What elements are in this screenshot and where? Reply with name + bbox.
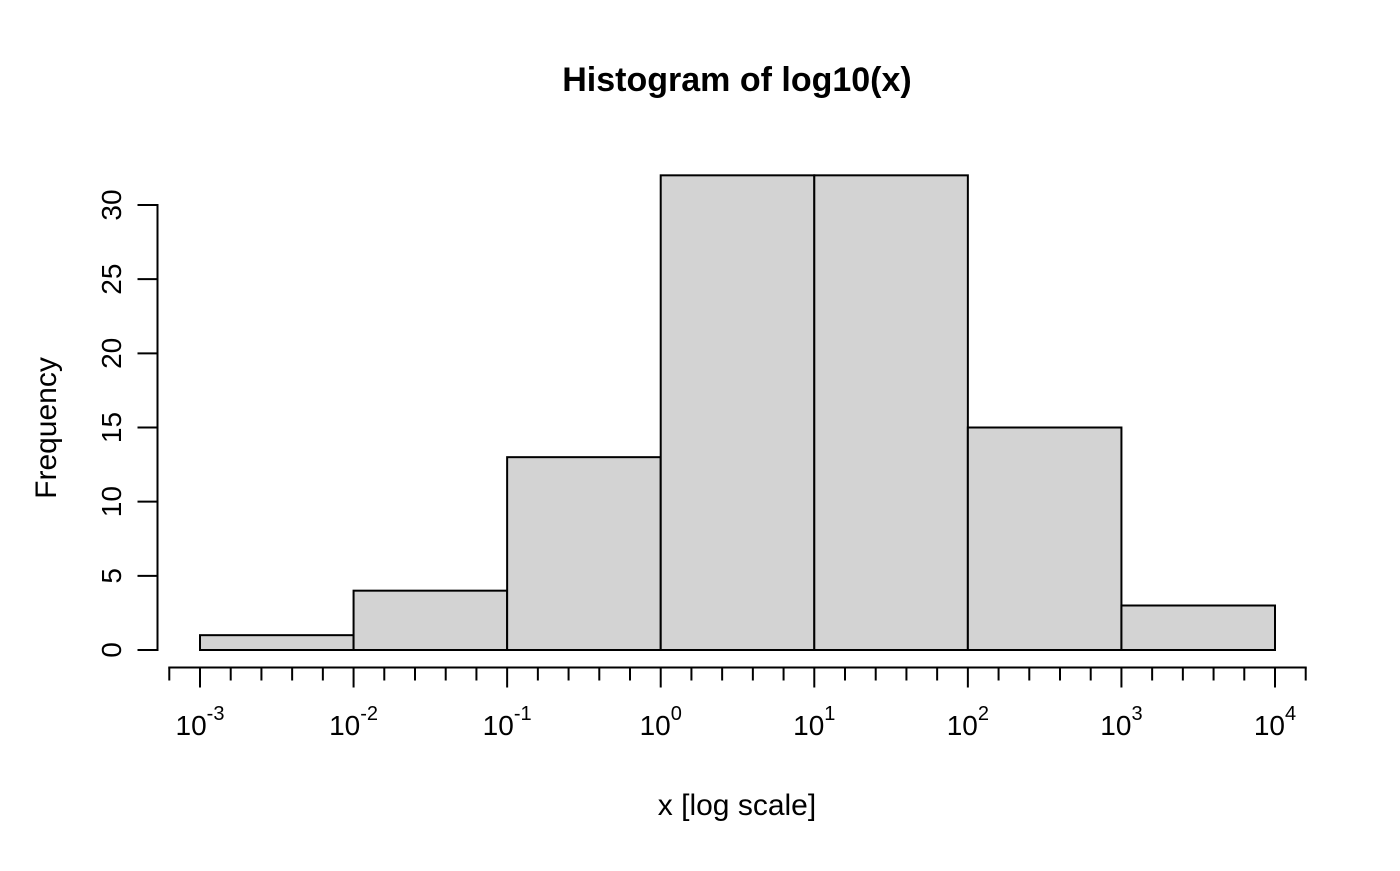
y-tick-label: 25 xyxy=(96,264,127,295)
y-tick-label: 30 xyxy=(96,189,127,220)
x-tick-label: 10-2 xyxy=(329,703,378,741)
chart-title: Histogram of log10(x) xyxy=(562,61,911,99)
histogram-bar xyxy=(199,634,355,651)
histogram-bar xyxy=(352,589,509,651)
histogram-bar xyxy=(966,426,1123,651)
y-axis-label: Frequency xyxy=(30,357,63,499)
histogram-bar xyxy=(506,456,662,652)
x-tick-label: 103 xyxy=(1100,703,1142,741)
x-tick-label: 102 xyxy=(947,703,989,741)
x-tick-label: 101 xyxy=(793,703,835,741)
y-tick-label: 20 xyxy=(96,338,127,369)
y-axis: 0 5 10 15 20 25 30 xyxy=(96,189,159,658)
x-axis: 10-3 10-2 10-1 100 101 102 103 104 xyxy=(168,666,1307,741)
x-tick-label: 100 xyxy=(640,703,682,741)
y-tick-label: 10 xyxy=(96,486,127,517)
y-tick-label: 5 xyxy=(96,568,127,584)
x-axis-label: x [log scale] xyxy=(658,789,816,822)
histogram-bar xyxy=(813,174,969,652)
histogram-bar xyxy=(659,174,816,652)
y-tick-label: 0 xyxy=(96,642,127,658)
labels-layer: Histogram of log10(x) x [log scale] Freq… xyxy=(30,61,912,822)
bars-layer xyxy=(199,174,1277,652)
x-tick-label: 10-3 xyxy=(176,703,225,741)
y-tick-label: 15 xyxy=(96,412,127,443)
histogram-bar xyxy=(1120,604,1277,651)
x-tick-label: 104 xyxy=(1254,703,1296,741)
x-tick-label: 10-1 xyxy=(483,703,532,741)
